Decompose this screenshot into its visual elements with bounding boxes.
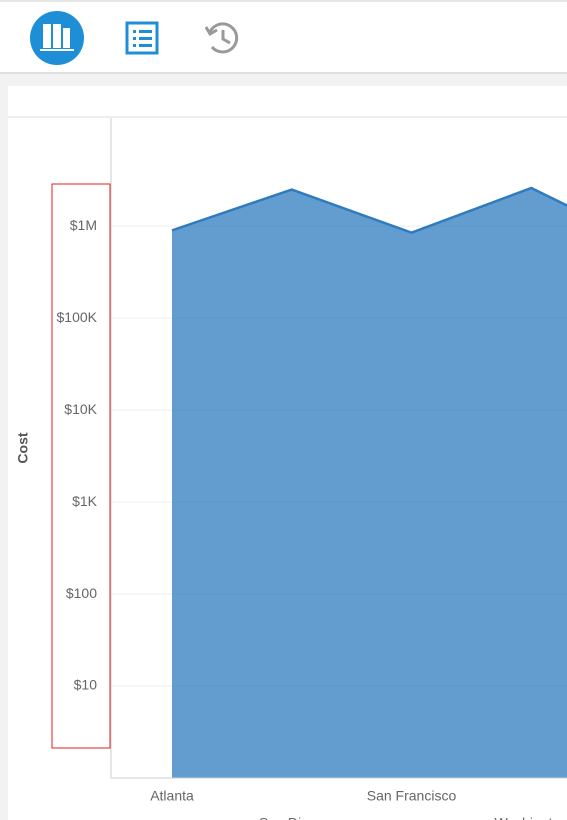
area: [172, 188, 567, 778]
y-tick-label: $10K: [64, 401, 97, 417]
y-tick-label: $100: [66, 585, 97, 601]
y-tick-label: $10: [74, 677, 98, 693]
history-button[interactable]: [204, 22, 239, 54]
x-tick-label: Atlanta: [150, 788, 194, 804]
y-tick-label: $1K: [72, 493, 98, 509]
y-axis-title: Cost: [15, 432, 31, 463]
area-line: [171, 186, 567, 234]
list-button[interactable]: [125, 21, 159, 55]
chart: $10 $100 $1K $10K $100K $1M Atlanta San Diego Sa…: [57, 118, 567, 820]
x-tick-label: Washington: [495, 815, 567, 820]
chart-type-button[interactable]: [30, 11, 84, 65]
highlight-box: [51, 183, 111, 749]
y-tick-label: $1M: [70, 217, 97, 233]
y-tick-label: $100K: [57, 309, 98, 325]
x-tick-label: San Diego: [259, 815, 325, 820]
x-tick-label: San Francisco: [367, 788, 457, 804]
